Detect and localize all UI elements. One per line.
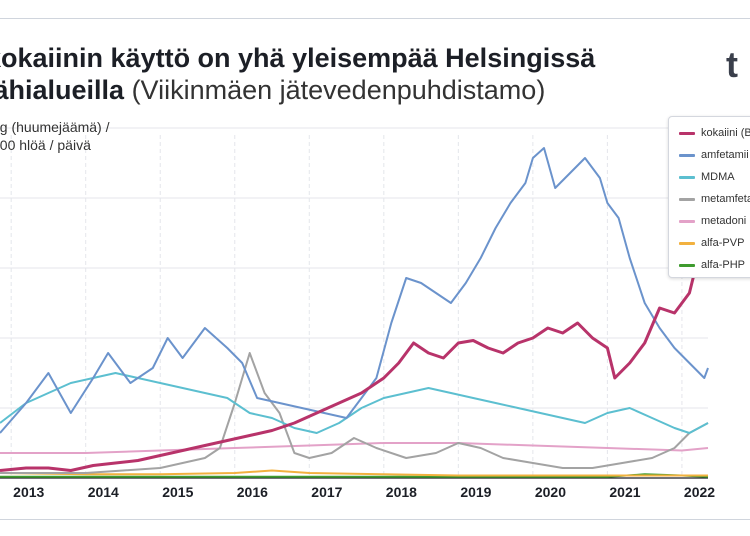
legend-item[interactable]: amfetamii	[669, 147, 750, 163]
x-tick-label: 2021	[609, 484, 640, 500]
legend-swatch	[679, 153, 695, 157]
legend-swatch	[679, 175, 695, 179]
y-axis-label-line-2: 000 hlöä / päivä	[0, 137, 91, 153]
legend-item[interactable]: kokaiini (B	[669, 125, 750, 141]
legend-label: alfa-PVP	[701, 237, 745, 249]
legend-item[interactable]: MDMA	[669, 169, 750, 185]
legend-swatch	[679, 241, 695, 245]
x-tick-label: 2019	[460, 484, 491, 500]
legend-label: alfa-PHP	[701, 259, 746, 271]
x-tick-label: 2014	[88, 484, 119, 500]
legend-swatch	[679, 131, 695, 135]
y-axis-label: ng (huumejäämä) / 000 hlöä / päivä	[0, 118, 110, 154]
x-tick-label: 2016	[237, 484, 268, 500]
x-tick-label: 2018	[386, 484, 417, 500]
grid	[0, 127, 708, 479]
title-line-2-rest: (Viikinmäen jätevedenpuhdistamo)	[124, 75, 546, 105]
chart-title: kokaiinin käyttö on yhä yleisempää Helsi…	[0, 42, 706, 106]
title-line-1: kokaiinin käyttö on yhä yleisempää Helsi…	[0, 43, 596, 73]
legend-swatch	[679, 263, 695, 267]
title-line-2-bold: lähialueilla	[0, 75, 125, 105]
series-lines	[0, 147, 710, 478]
x-axis-ticks: 2013 2014 2015 2016 2017 2018 2019 2020 2021 2022	[13, 484, 715, 500]
series-line-metamfeta	[0, 352, 709, 474]
legend-label: MDMA	[701, 171, 735, 183]
chart-frame	[0, 18, 750, 520]
series-line-metadoni	[0, 442, 709, 454]
y-axis-label-line-1: ng (huumejäämä) /	[0, 119, 110, 135]
legend-label: metadoni	[701, 215, 747, 227]
x-tick-label: 2020	[535, 484, 566, 500]
series-line-alfa-pvp	[0, 469, 708, 477]
x-tick-label: 2017	[311, 484, 342, 500]
legend-item[interactable]: metadoni	[669, 213, 750, 229]
x-tick-label: 2013	[13, 484, 44, 500]
x-tick-label: 2022	[684, 484, 715, 500]
legend-label: amfetamii	[701, 149, 749, 161]
legend-label: kokaiini (B	[701, 127, 750, 139]
legend-swatch	[679, 219, 695, 223]
series-line-mdma	[0, 372, 709, 434]
legend-label: metamfeta	[701, 193, 750, 205]
legend-item[interactable]: alfa-PVP	[669, 235, 750, 251]
legend-item[interactable]: alfa-PHP	[669, 257, 750, 273]
series-line-amfetamii	[0, 147, 709, 434]
legend-swatch	[679, 197, 695, 201]
chart-legend: kokaiini (B amfetamii MDMA metamfeta metadon…	[668, 116, 750, 278]
x-tick-label: 2015	[162, 484, 193, 500]
brand-logo: t	[726, 44, 738, 85]
legend-item[interactable]: metamfeta	[669, 191, 750, 207]
series-line-kokaiini-b	[0, 246, 710, 472]
